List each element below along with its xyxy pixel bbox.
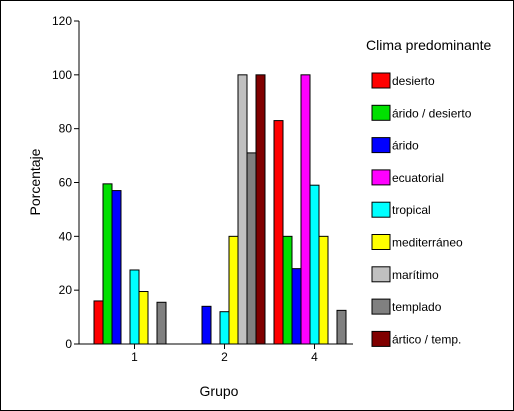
bar-1-8	[156, 301, 167, 345]
legend-label: desierto	[392, 74, 435, 88]
bar-1-1	[93, 300, 104, 345]
legend-swatch	[371, 330, 391, 347]
legend-swatch	[371, 104, 391, 121]
bar-2-3	[201, 305, 212, 345]
legend-label: mediterráneo	[392, 236, 463, 250]
bar-3-6	[318, 235, 329, 345]
bars-group	[93, 74, 347, 345]
x-ticks: 1 2 4	[131, 344, 318, 364]
legend-swatch	[371, 137, 391, 154]
legend-label: templado	[392, 300, 442, 314]
legend-title: Clima predominante	[366, 37, 491, 53]
legend-swatch	[371, 169, 391, 186]
bar-2-7	[237, 74, 248, 345]
bar-1-2	[102, 183, 113, 345]
legend-label: árido	[392, 139, 419, 153]
y-tick-label: 120	[52, 14, 72, 28]
legend-swatch	[371, 201, 391, 218]
bar-2-6	[228, 235, 239, 345]
bar-2-9	[255, 74, 266, 345]
x-tick-label: 1	[131, 350, 138, 364]
y-tick-label: 80	[59, 122, 73, 136]
bar-2-5	[219, 311, 230, 345]
y-tick-label: 20	[59, 283, 73, 297]
bar-1-5	[129, 269, 140, 345]
bar-3-2	[282, 235, 293, 345]
bar-3-1	[273, 120, 284, 345]
legend-label: ártico / temp.	[392, 332, 461, 346]
legend-label: marítimo	[392, 268, 439, 282]
x-tick-label: 2	[221, 350, 228, 364]
legend-swatch	[371, 72, 391, 89]
bar-3-8	[336, 309, 347, 345]
legend-swatch	[371, 234, 391, 250]
bar-3-3	[291, 268, 302, 345]
legend-label: árido / desierto	[392, 106, 472, 120]
legend-swatch	[371, 298, 391, 315]
y-ticks: 0 20 40 60 80 100 120	[52, 14, 79, 351]
y-tick-label: 0	[65, 337, 72, 351]
y-axis-label: Porcentaje	[27, 148, 43, 215]
y-tick-label: 100	[52, 68, 72, 82]
x-axis-label: Grupo	[200, 383, 239, 399]
bar-3-4	[300, 74, 311, 345]
bar-3-5	[309, 184, 320, 345]
legend: desierto árido / desierto árido ecuatorial t…	[371, 72, 472, 347]
bar-1-6	[138, 291, 149, 345]
y-tick-label: 60	[59, 176, 73, 190]
x-tick-label: 4	[311, 350, 318, 364]
legend-label: tropical	[392, 203, 431, 217]
bar-1-3	[111, 190, 122, 345]
y-tick-label: 40	[59, 229, 73, 243]
legend-label: ecuatorial	[392, 171, 444, 185]
bar-2-8	[246, 152, 257, 345]
legend-swatch	[371, 266, 391, 283]
